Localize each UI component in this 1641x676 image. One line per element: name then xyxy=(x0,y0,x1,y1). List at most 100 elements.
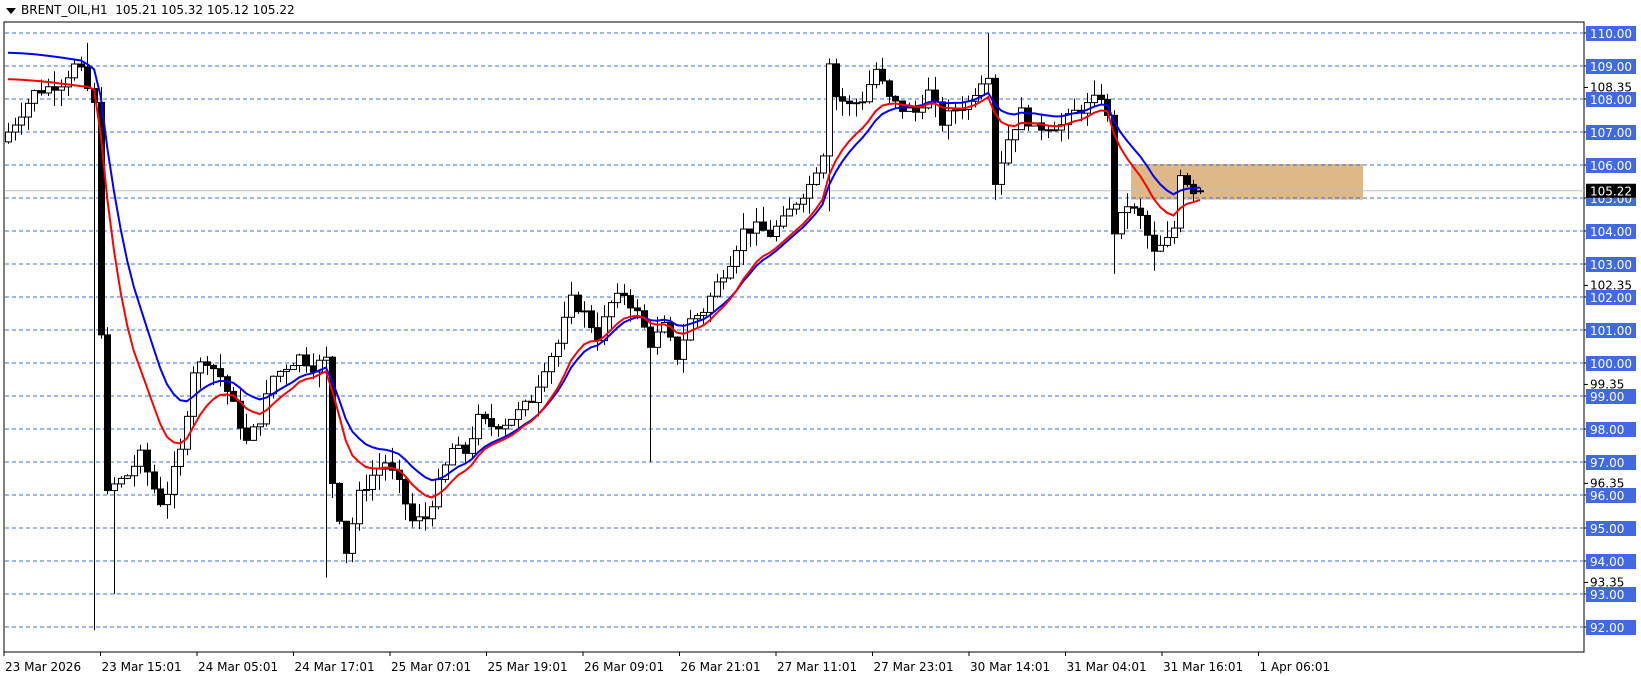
candle xyxy=(502,424,509,430)
dropdown-triangle-icon[interactable] xyxy=(6,7,16,14)
candle xyxy=(104,334,111,492)
time-axis-label: 26 Mar 21:01 xyxy=(681,660,761,674)
candle xyxy=(879,68,886,82)
candle xyxy=(561,316,568,344)
price-level-text: 103.00 xyxy=(1590,258,1632,272)
candle xyxy=(349,523,356,554)
candle xyxy=(899,100,906,112)
candle xyxy=(581,310,588,313)
price-level-label xyxy=(1586,224,1636,239)
candle xyxy=(707,295,714,313)
candle xyxy=(1118,212,1125,235)
candle xyxy=(1157,244,1164,252)
time-axis-label: 24 Mar 05:01 xyxy=(198,660,278,674)
price-level-label xyxy=(1586,290,1636,305)
candle xyxy=(939,101,946,126)
candle xyxy=(820,155,827,174)
price-level-label xyxy=(1586,125,1636,140)
price-tick-label: 102.35 xyxy=(1590,278,1632,292)
candle xyxy=(177,448,184,467)
candle xyxy=(767,229,774,237)
current-price-label xyxy=(1586,183,1636,198)
candle xyxy=(171,465,178,495)
candle xyxy=(1151,234,1158,252)
candle xyxy=(886,80,893,97)
price-tick-label: 99.35 xyxy=(1590,377,1624,391)
symbol-label: BRENT_OIL,H1 xyxy=(21,3,108,17)
price-level-label xyxy=(1586,554,1636,569)
candle xyxy=(210,364,217,370)
candle xyxy=(1124,206,1131,214)
candle xyxy=(992,77,999,185)
candle xyxy=(733,250,740,267)
candle xyxy=(621,292,628,297)
current-price-text: 105.22 xyxy=(1590,185,1632,199)
candle xyxy=(740,228,747,252)
candle xyxy=(124,475,131,479)
candle xyxy=(892,95,899,102)
candle xyxy=(760,221,767,231)
candle xyxy=(998,162,1005,185)
candle xyxy=(528,400,535,403)
candle xyxy=(402,478,409,505)
candle xyxy=(157,488,164,506)
candle xyxy=(442,464,449,480)
candle xyxy=(515,409,522,420)
candle xyxy=(1058,124,1065,131)
price-zone-rectangle[interactable] xyxy=(1131,164,1363,200)
candle xyxy=(714,281,721,297)
candle xyxy=(369,474,376,490)
candle xyxy=(462,444,469,454)
candle xyxy=(978,83,985,96)
candle xyxy=(522,400,529,411)
candle xyxy=(1018,107,1025,131)
price-tick-label: 96.35 xyxy=(1590,476,1624,490)
candle xyxy=(1137,207,1144,216)
time-axis-label: 31 Mar 16:01 xyxy=(1163,660,1243,674)
candle xyxy=(753,221,760,234)
time-axis-label: 27 Mar 23:01 xyxy=(874,660,954,674)
candle xyxy=(985,77,992,85)
candle xyxy=(469,438,476,454)
candle xyxy=(647,326,654,348)
price-level-label xyxy=(1586,521,1636,536)
price-tick-label: 93.35 xyxy=(1590,575,1624,589)
price-level-text: 92.00 xyxy=(1590,621,1624,635)
candle xyxy=(508,418,515,426)
candle xyxy=(217,368,224,378)
candle xyxy=(25,102,32,118)
candle xyxy=(71,63,78,79)
price-level-label xyxy=(1586,422,1636,437)
price-level-text: 98.00 xyxy=(1590,423,1624,437)
candle xyxy=(449,447,456,466)
candle xyxy=(614,292,621,304)
candle xyxy=(363,488,370,491)
candle xyxy=(1051,129,1058,132)
time-axis-label: 1 Apr 06:01 xyxy=(1260,660,1331,674)
time-axis-label: 23 Mar 2026 xyxy=(5,660,81,674)
candle xyxy=(31,90,38,104)
candle xyxy=(786,208,793,217)
candle xyxy=(555,342,562,358)
time-axis-label: 25 Mar 07:01 xyxy=(391,660,471,674)
candle xyxy=(873,68,880,86)
candle xyxy=(131,465,138,477)
candle xyxy=(111,483,118,492)
candle xyxy=(833,63,840,98)
price-level-label xyxy=(1586,158,1636,173)
candle xyxy=(495,426,502,430)
candle xyxy=(144,449,151,473)
candle xyxy=(12,124,19,133)
candle xyxy=(343,520,350,554)
candle xyxy=(535,386,542,403)
price-level-label xyxy=(1586,587,1636,602)
candle xyxy=(1012,129,1019,141)
candle xyxy=(912,107,919,113)
candle xyxy=(65,77,72,88)
price-level-label xyxy=(1586,455,1636,470)
candle xyxy=(118,477,125,485)
price-level-text: 109.00 xyxy=(1590,60,1632,74)
price-tick-label: 108.35 xyxy=(1590,80,1632,94)
candle xyxy=(694,315,701,320)
